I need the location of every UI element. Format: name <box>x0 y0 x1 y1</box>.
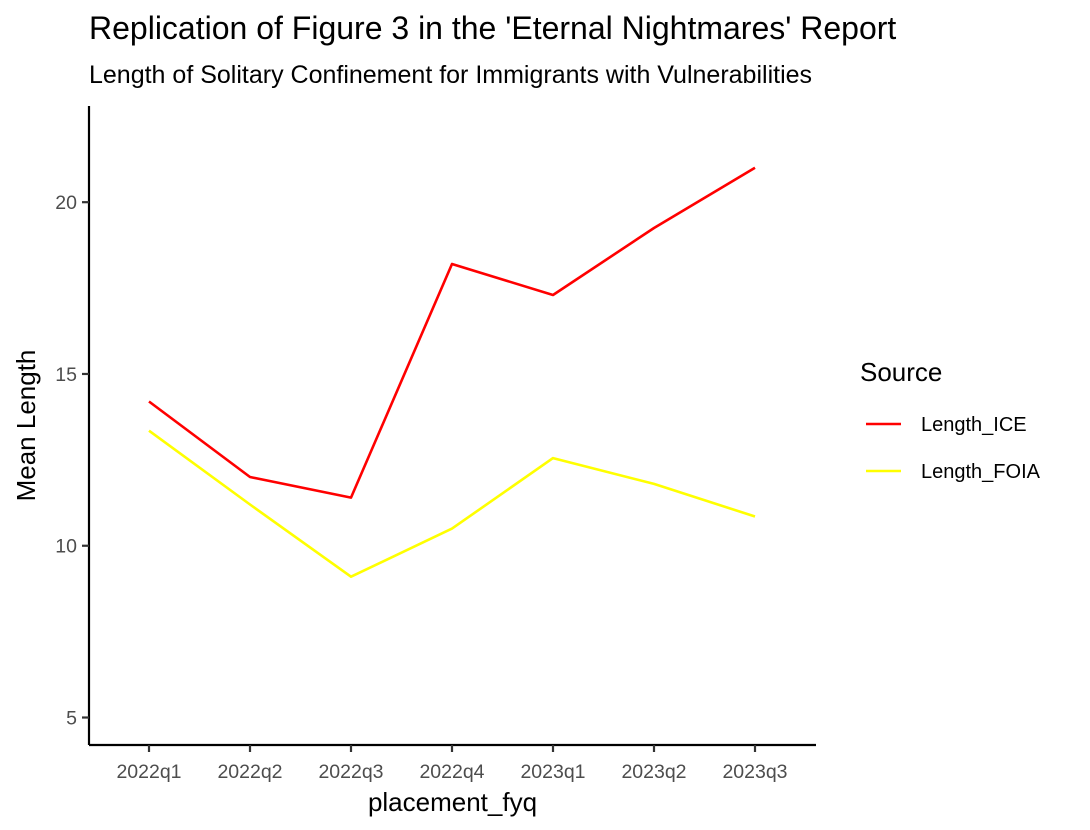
series-line-length-ice <box>148 166 756 499</box>
y-axis-ticks: 5 10 15 20 <box>55 192 89 730</box>
x-axis-title: placement_fyq <box>368 787 537 817</box>
plot-area <box>148 166 756 579</box>
chart-title: Replication of Figure 3 in the 'Eternal … <box>89 10 896 46</box>
x-tick-label: 2023q1 <box>520 761 585 783</box>
x-tick-label: 2022q3 <box>318 761 383 783</box>
legend-items: Length_ICE Length_FOIA <box>866 414 1041 483</box>
legend-item-length-foia: Length_FOIA <box>866 461 1041 483</box>
y-tick-label: 5 <box>66 708 77 730</box>
x-tick-label: 2022q1 <box>116 761 181 783</box>
y-tick-label: 20 <box>55 192 77 214</box>
x-tick-label: 2023q2 <box>621 761 686 783</box>
series-line-length-foia <box>148 429 756 579</box>
y-axis-title: Mean Length <box>11 350 41 502</box>
y-tick-label: 10 <box>55 536 77 558</box>
y-tick-label: 15 <box>55 364 77 386</box>
chart-subtitle: Length of Solitary Confinement for Immig… <box>89 61 812 89</box>
x-axis-ticks: 2022q1 2022q2 2022q3 2022q4 2023q1 2023q2 2023… <box>116 745 788 783</box>
legend-title: Source <box>860 357 942 387</box>
x-tick-label: 2022q4 <box>419 761 484 783</box>
legend-item-length-ice: Length_ICE <box>866 414 1027 436</box>
legend-label: Length_FOIA <box>921 461 1041 483</box>
legend-label: Length_ICE <box>921 414 1027 436</box>
series-group <box>148 166 756 579</box>
x-tick-label: 2023q3 <box>722 761 787 783</box>
x-tick-label: 2022q2 <box>217 761 282 783</box>
legend: Source Length_ICE Length_FOIA <box>860 357 1041 483</box>
